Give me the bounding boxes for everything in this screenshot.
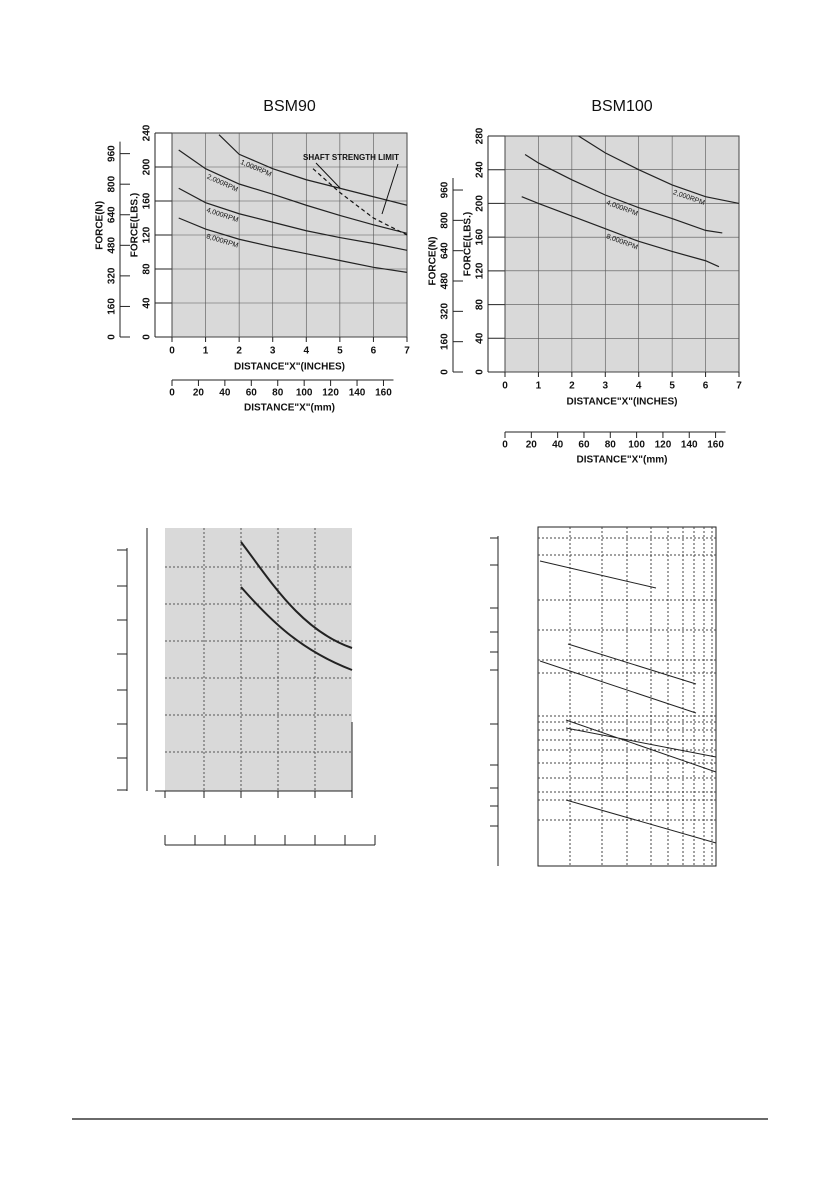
x-tick-label: 4 bbox=[304, 346, 310, 357]
x-tick-label: 1 bbox=[536, 381, 542, 392]
y2-tick-label: 160 bbox=[440, 333, 451, 350]
x2-tick-label: 40 bbox=[219, 388, 231, 399]
x2-tick-label: 20 bbox=[526, 440, 538, 451]
x2-tick-label: 0 bbox=[169, 388, 175, 399]
x-tick-label: 0 bbox=[169, 346, 175, 357]
x-tick-label: 6 bbox=[703, 381, 709, 392]
x2-tick-label: 100 bbox=[628, 440, 645, 451]
x-tick-label: 2 bbox=[236, 346, 242, 357]
y2-axis-label: FORCE(N) bbox=[428, 237, 439, 286]
y-tick-label: 240 bbox=[475, 161, 486, 178]
blank-chart-left bbox=[117, 528, 376, 846]
y2-tick-label: 320 bbox=[107, 267, 118, 284]
y-tick-label: 80 bbox=[475, 299, 486, 311]
x-tick-label: 3 bbox=[270, 346, 276, 357]
limit-line bbox=[312, 168, 408, 236]
y-tick-label: 240 bbox=[142, 124, 153, 141]
y2-tick-label: 800 bbox=[107, 175, 118, 192]
x2-tick-label: 80 bbox=[605, 440, 617, 451]
x2-tick-label: 60 bbox=[246, 388, 258, 399]
y2-tick-label: 640 bbox=[440, 242, 451, 259]
y-tick-label: 120 bbox=[475, 262, 486, 279]
y2-tick-label: 320 bbox=[440, 303, 451, 320]
x-tick-label: 7 bbox=[736, 381, 742, 392]
x2-tick-label: 0 bbox=[502, 440, 508, 451]
y2-tick-label: 480 bbox=[107, 237, 118, 254]
x2-tick-label: 120 bbox=[655, 440, 672, 451]
x2-tick-label: 160 bbox=[375, 388, 392, 399]
y-tick-label: 200 bbox=[142, 158, 153, 175]
x-tick-label: 6 bbox=[371, 346, 377, 357]
x-tick-label: 1 bbox=[203, 346, 209, 357]
x2-tick-label: 20 bbox=[193, 388, 205, 399]
x2-axis-label: DISTANCE"X"(mm) bbox=[244, 403, 335, 414]
y-tick-label: 40 bbox=[475, 332, 486, 344]
y-tick-label: 160 bbox=[142, 192, 153, 209]
plot-area bbox=[504, 135, 740, 373]
y-axis-label: FORCE(LBS.) bbox=[463, 212, 474, 276]
series-line bbox=[578, 135, 740, 205]
x2-tick-label: 160 bbox=[707, 440, 724, 451]
y-tick-label: 280 bbox=[475, 127, 486, 144]
series-line bbox=[178, 149, 408, 234]
chart-title: BSM90 bbox=[263, 98, 316, 115]
x2-tick-label: 40 bbox=[552, 440, 564, 451]
x-axis-label: DISTANCE"X"(INCHES) bbox=[234, 362, 345, 373]
annotation: SHAFT STRENGTH LIMIT bbox=[303, 153, 399, 162]
x-tick-label: 3 bbox=[603, 381, 609, 392]
y2-tick-label: 800 bbox=[440, 212, 451, 229]
y2-tick-label: 160 bbox=[107, 298, 118, 315]
y2-tick-label: 640 bbox=[107, 206, 118, 223]
x2-tick-label: 80 bbox=[272, 388, 284, 399]
y-tick-label: 120 bbox=[142, 226, 153, 243]
x-axis-label: DISTANCE"X"(INCHES) bbox=[567, 397, 678, 408]
blank-chart-right bbox=[490, 526, 717, 867]
y-tick-label: 200 bbox=[475, 195, 486, 212]
y2-tick-label: 960 bbox=[440, 181, 451, 198]
x-tick-label: 0 bbox=[502, 381, 508, 392]
x-tick-label: 5 bbox=[337, 346, 343, 357]
series-line bbox=[178, 217, 408, 273]
y2-tick-label: 0 bbox=[107, 334, 118, 340]
x-tick-label: 4 bbox=[636, 381, 642, 392]
series-line bbox=[218, 134, 408, 206]
chart-title: BSM100 bbox=[591, 98, 652, 115]
y-tick-label: 80 bbox=[142, 263, 153, 275]
annotation-arrow bbox=[315, 162, 399, 215]
x-tick-label: 5 bbox=[669, 381, 675, 392]
x2-tick-label: 60 bbox=[578, 440, 590, 451]
y-tick-label: 160 bbox=[475, 228, 486, 245]
x-tick-label: 7 bbox=[404, 346, 410, 357]
x-tick-label: 2 bbox=[569, 381, 575, 392]
x2-axis-label: DISTANCE"X"(mm) bbox=[577, 455, 668, 466]
y2-axis-label: FORCE(N) bbox=[95, 201, 106, 250]
series-line bbox=[524, 154, 723, 234]
series-line bbox=[178, 187, 408, 251]
y-tick-label: 0 bbox=[142, 334, 153, 340]
y-axis-label: FORCE(LBS.) bbox=[130, 193, 141, 257]
y-tick-label: 40 bbox=[142, 297, 153, 309]
y2-tick-label: 960 bbox=[107, 145, 118, 162]
x2-tick-label: 120 bbox=[322, 388, 339, 399]
y2-tick-label: 480 bbox=[440, 272, 451, 289]
series-line bbox=[521, 196, 720, 268]
x2-tick-label: 140 bbox=[681, 440, 698, 451]
x2-tick-label: 140 bbox=[349, 388, 366, 399]
x2-tick-label: 100 bbox=[296, 388, 313, 399]
y2-tick-label: 0 bbox=[440, 369, 451, 375]
y-tick-label: 0 bbox=[475, 369, 486, 375]
